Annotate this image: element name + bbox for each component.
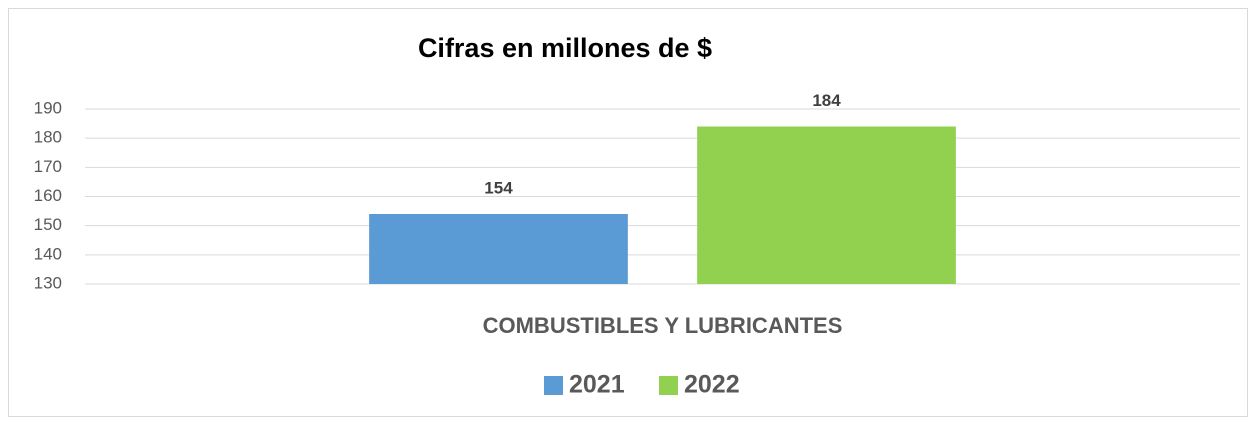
chart-title: Cifras en millones de $ [418, 33, 712, 63]
y-tick-label: 140 [34, 244, 62, 263]
bar [697, 126, 956, 284]
y-tick-label: 160 [34, 186, 62, 205]
y-tick-label: 130 [34, 273, 62, 292]
legend-label: 2022 [684, 371, 740, 399]
x-tick-label: COMBUSTIBLES Y LUBRICANTES [483, 313, 843, 338]
chart-border [8, 8, 1248, 417]
y-tick-label: 180 [34, 128, 62, 147]
data-label: 154 [484, 178, 513, 197]
legend-swatch [659, 376, 678, 395]
bar [369, 214, 628, 284]
y-tick-label: 150 [34, 215, 62, 234]
legend-swatch [544, 376, 563, 395]
y-tick-label: 170 [34, 157, 62, 176]
data-label: 184 [812, 91, 841, 110]
y-tick-label: 190 [34, 98, 62, 117]
legend-label: 2021 [569, 371, 625, 399]
